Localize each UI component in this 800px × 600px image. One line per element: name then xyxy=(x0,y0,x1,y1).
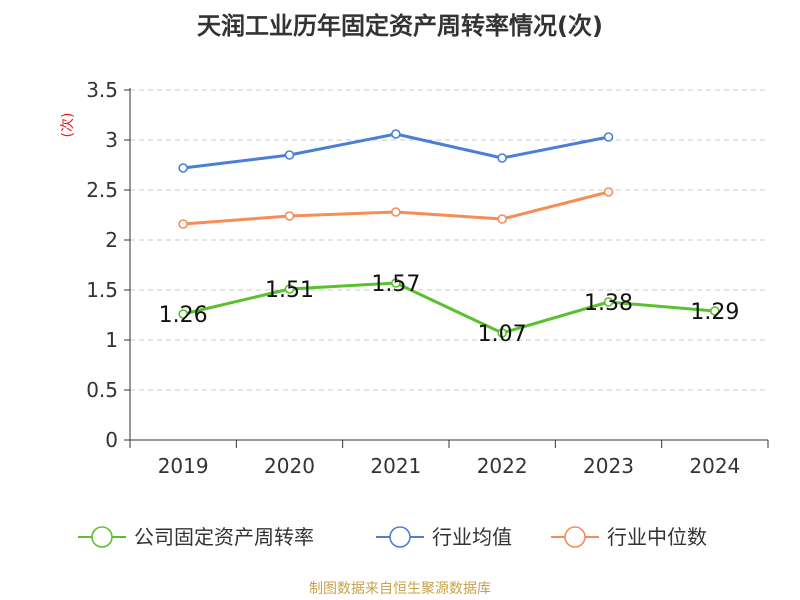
y-tick-label: 3.5 xyxy=(86,78,118,102)
data-point xyxy=(710,306,720,316)
data-point xyxy=(178,219,188,229)
series-line-0 xyxy=(182,281,715,335)
legend-label-1: 行业均值 xyxy=(432,525,512,549)
legend-label-0: 公司固定资产周转率 xyxy=(134,525,314,549)
y-tick-label: 0.5 xyxy=(86,378,118,402)
data-point xyxy=(391,207,401,217)
data-label: 1.29 xyxy=(690,300,739,325)
x-tick-label: 2023 xyxy=(583,454,634,478)
grid-lines xyxy=(130,89,768,391)
data-label: 1.26 xyxy=(159,303,208,328)
data-point xyxy=(497,153,507,163)
legend-label-2: 行业中位数 xyxy=(607,525,707,549)
data-point xyxy=(391,129,401,139)
x-tick-label: 2020 xyxy=(264,454,315,478)
y-tick-label: 1.5 xyxy=(86,278,118,302)
legend-marker-0 xyxy=(91,526,113,548)
data-point xyxy=(284,284,295,294)
y-tick-label: 0 xyxy=(105,428,118,452)
data-point xyxy=(603,132,614,142)
x-tick-label: 2024 xyxy=(689,454,740,478)
x-tick-label: 2019 xyxy=(158,454,209,478)
legend: 公司固定资产周转率 行业均值 行业中位数 xyxy=(78,525,707,549)
data-point xyxy=(497,328,507,338)
legend-marker-2 xyxy=(564,526,586,548)
data-point xyxy=(178,163,188,173)
source-note: 制图数据来自恒生聚源数据库 xyxy=(309,581,491,597)
x-tick-label: 2021 xyxy=(370,454,421,478)
data-point xyxy=(603,297,614,307)
data-point xyxy=(391,278,401,288)
data-label: 1.57 xyxy=(371,272,420,297)
y-tick-label: 3 xyxy=(105,128,118,152)
data-point xyxy=(284,150,295,160)
series-line-1 xyxy=(182,132,609,170)
data-label: 1.07 xyxy=(478,322,527,347)
data-point xyxy=(497,214,507,224)
y-tick-label: 1 xyxy=(105,328,118,352)
data-label: 1.51 xyxy=(265,278,314,303)
data-label: 1.38 xyxy=(584,291,633,316)
x-tick-label: 2022 xyxy=(477,454,528,478)
axes: 0 0.5 1 1.5 2 2.5 3 3.5 2019 2020 2021 2022 2023 2024 xyxy=(86,78,769,478)
series xyxy=(178,129,720,338)
data-point xyxy=(603,187,614,197)
chart-title: 天润工业历年固定资产周转率情况(次) xyxy=(197,12,603,40)
y-axis-label: (次) xyxy=(60,113,76,138)
data-point xyxy=(178,309,188,319)
y-tick-label: 2 xyxy=(105,228,118,252)
y-tick-label: 2.5 xyxy=(86,178,118,202)
data-point xyxy=(284,211,295,221)
data-labels: 1.26 1.51 1.57 1.07 1.38 1.29 xyxy=(159,272,740,347)
legend-marker-1 xyxy=(389,526,411,548)
